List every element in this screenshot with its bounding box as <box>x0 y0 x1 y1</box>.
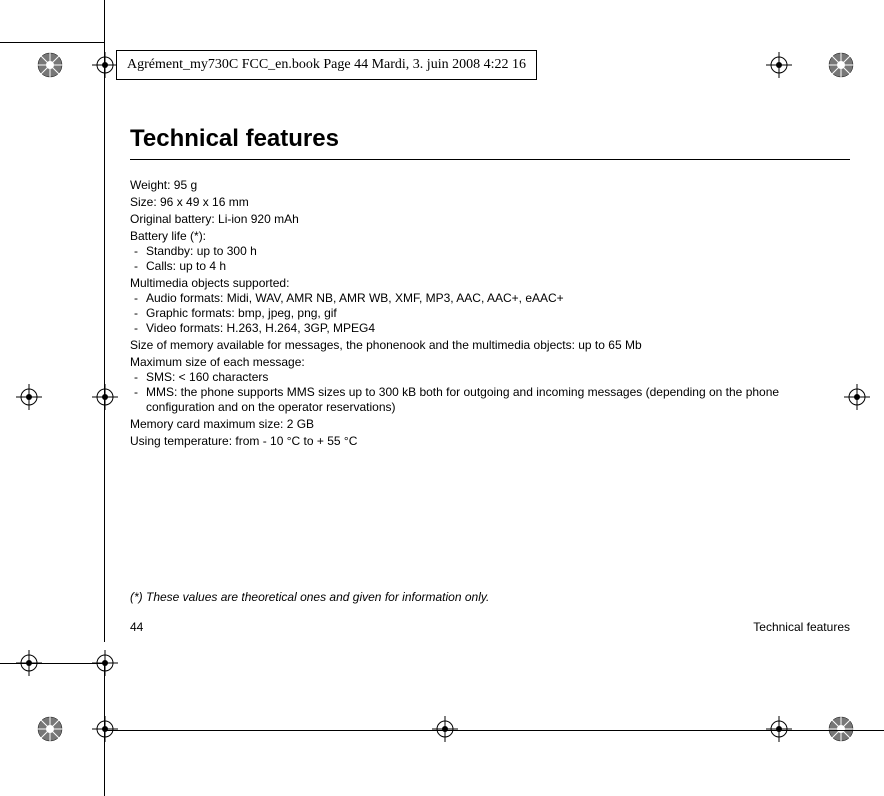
spec-weight: Weight: 95 g <box>130 178 850 193</box>
document-header: Agrément_my730C FCC_en.book Page 44 Mard… <box>116 50 537 80</box>
registration-mark-icon <box>826 50 856 80</box>
spec-memory: Size of memory available for messages, t… <box>130 338 850 353</box>
crosshair-icon <box>92 384 118 410</box>
list-item: Video formats: H.263, H.264, 3GP, MPEG4 <box>130 321 850 336</box>
crop-line <box>0 663 104 664</box>
crosshair-icon <box>92 52 118 78</box>
crop-line <box>104 730 884 731</box>
spec-multimedia-list: Audio formats: Midi, WAV, AMR NB, AMR WB… <box>130 291 850 336</box>
page-number: 44 <box>130 620 143 634</box>
registration-mark-icon <box>35 714 65 744</box>
spec-multimedia-label: Multimedia objects supported: <box>130 276 850 291</box>
spec-battery-life-label: Battery life (*): <box>130 229 850 244</box>
crop-line <box>104 42 105 642</box>
footnote: (*) These values are theoretical ones an… <box>130 590 489 604</box>
page-title: Technical features <box>130 125 850 160</box>
crosshair-icon <box>432 716 458 742</box>
footer-section: Technical features <box>753 620 850 634</box>
spec-card: Memory card maximum size: 2 GB <box>130 417 850 432</box>
registration-mark-icon <box>35 50 65 80</box>
spec-message-list: SMS: < 160 characters MMS: the phone sup… <box>130 370 850 415</box>
spec-temp: Using temperature: from - 10 °C to + 55 … <box>130 434 850 449</box>
crop-line <box>0 42 104 43</box>
list-item: MMS: the phone supports MMS sizes up to … <box>130 385 850 415</box>
list-item: Standby: up to 300 h <box>130 244 850 259</box>
page-content: Technical features Weight: 95 g Size: 96… <box>130 125 850 449</box>
registration-mark-icon <box>826 714 856 744</box>
crosshair-icon <box>766 716 792 742</box>
header-text: Agrément_my730C FCC_en.book Page 44 Mard… <box>127 57 526 72</box>
crosshair-icon <box>766 52 792 78</box>
spec-battery: Original battery: Li-ion 920 mAh <box>130 212 850 227</box>
spec-battery-life-list: Standby: up to 300 h Calls: up to 4 h <box>130 244 850 274</box>
crosshair-icon <box>16 384 42 410</box>
crop-line <box>104 0 105 42</box>
spec-message-label: Maximum size of each message: <box>130 355 850 370</box>
list-item: SMS: < 160 characters <box>130 370 850 385</box>
list-item: Audio formats: Midi, WAV, AMR NB, AMR WB… <box>130 291 850 306</box>
list-item: Calls: up to 4 h <box>130 259 850 274</box>
crosshair-icon <box>92 716 118 742</box>
spec-size: Size: 96 x 49 x 16 mm <box>130 195 850 210</box>
list-item: Graphic formats: bmp, jpeg, png, gif <box>130 306 850 321</box>
page-footer: 44 Technical features <box>130 620 850 634</box>
